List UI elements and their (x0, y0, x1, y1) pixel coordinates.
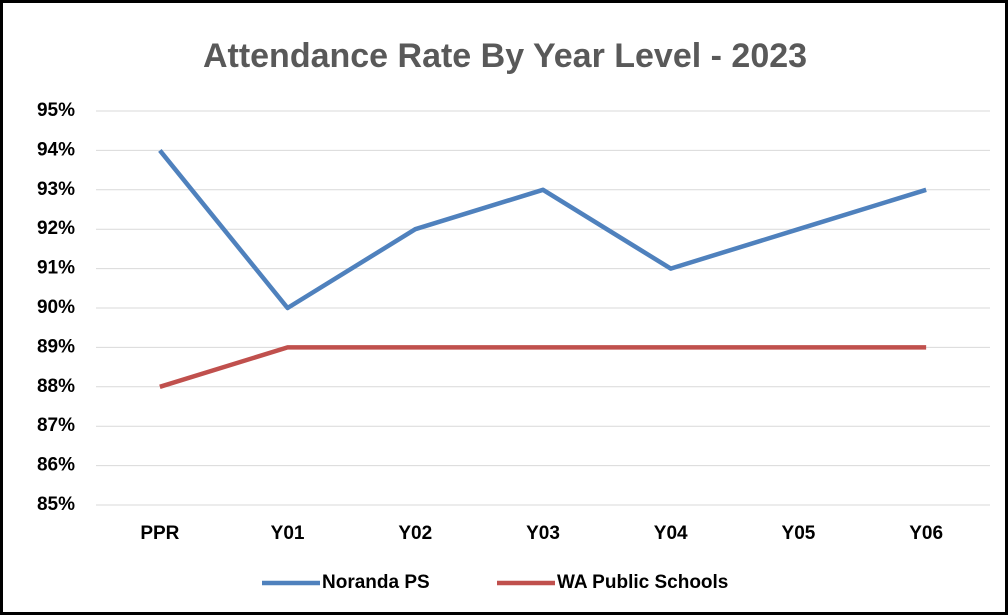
x-tick-label: Y05 (782, 523, 816, 544)
y-tick-label: 95% (37, 100, 75, 121)
y-tick-label: 86% (37, 455, 75, 476)
y-tick-label: 91% (37, 258, 75, 279)
y-tick-label: 87% (37, 415, 75, 436)
x-tick-label: Y02 (398, 523, 432, 544)
chart-title: Attendance Rate By Year Level - 2023 (203, 37, 807, 75)
y-tick-label: 94% (37, 139, 75, 160)
legend-label: Noranda PS (322, 572, 430, 593)
y-tick-label: 88% (37, 376, 75, 397)
x-tick-label: PPR (140, 523, 179, 544)
x-tick-label: Y01 (271, 523, 305, 544)
y-tick-label: 89% (37, 336, 75, 357)
x-tick-label: Y04 (654, 523, 688, 544)
y-tick-label: 85% (37, 494, 75, 515)
y-tick-label: 90% (37, 297, 75, 318)
y-tick-label: 93% (37, 179, 75, 200)
data-line (158, 148, 927, 311)
y-tick-label: 92% (37, 218, 75, 239)
x-tick-label: Y06 (909, 523, 943, 544)
legend-label: WA Public Schools (557, 572, 728, 593)
x-tick-label: Y03 (526, 523, 560, 544)
data-line (159, 345, 927, 389)
